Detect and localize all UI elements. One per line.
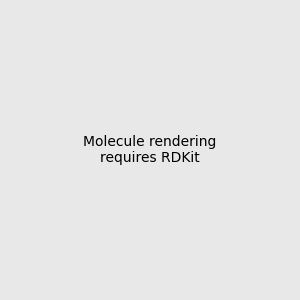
Text: Molecule rendering
requires RDKit: Molecule rendering requires RDKit xyxy=(83,135,217,165)
